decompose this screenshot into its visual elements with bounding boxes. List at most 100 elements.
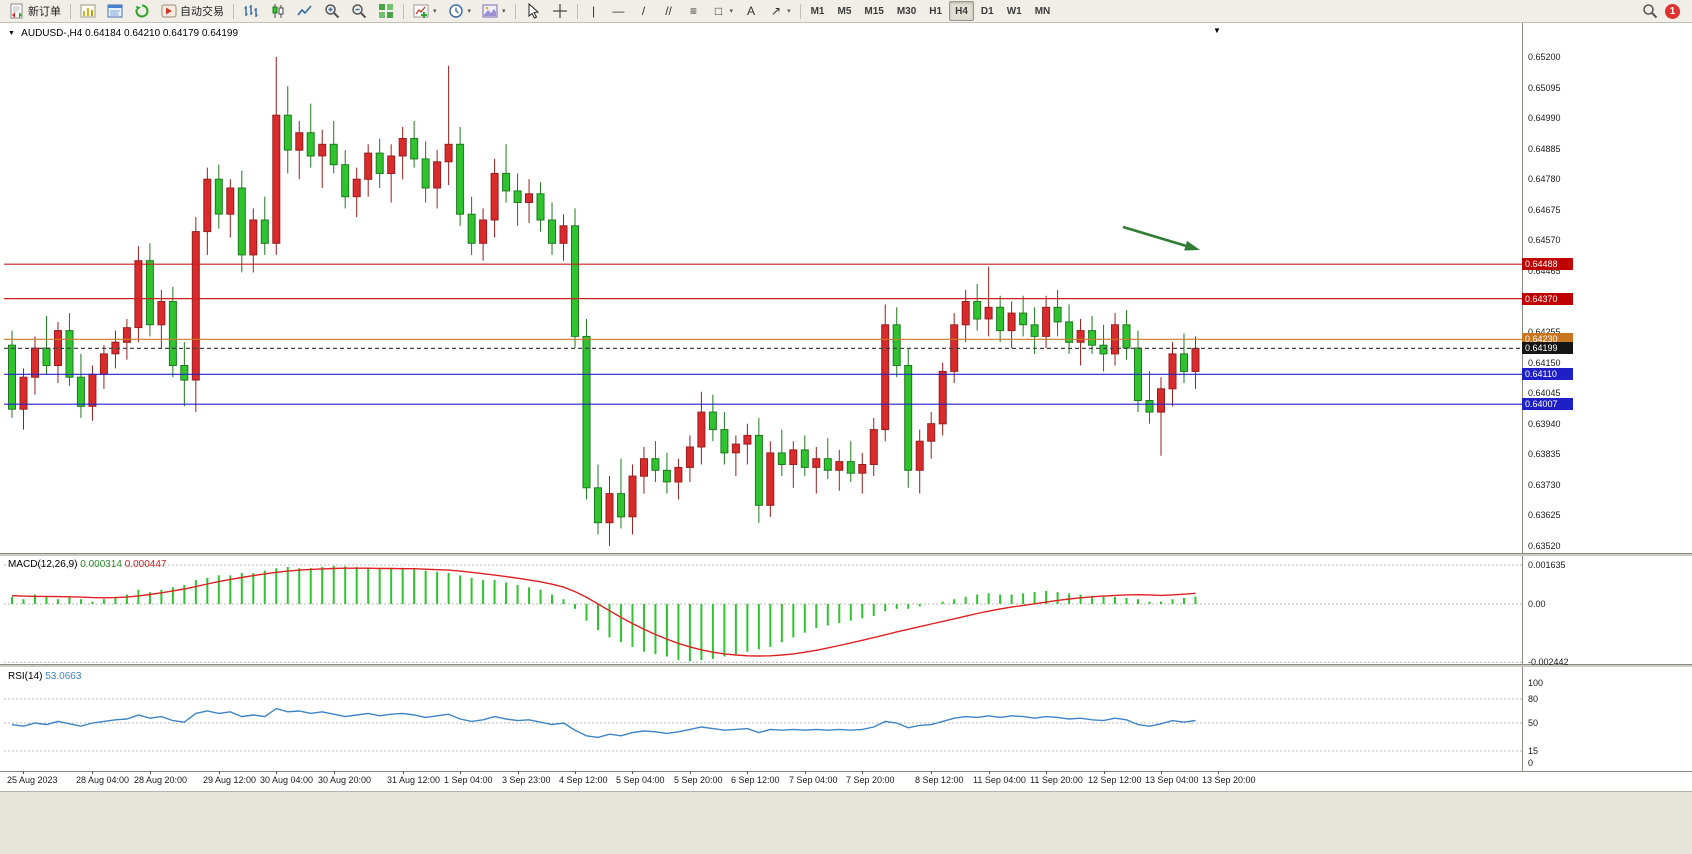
toolbar-separator [403, 3, 404, 19]
autotrading-label: 自动交易 [180, 6, 224, 18]
timeframe-m30-button[interactable]: M30 [896, 5, 917, 17]
toolbar: 新订单 自动交易 [0, 0, 1692, 23]
price-chart-icon [80, 3, 96, 19]
new-order-button[interactable]: 新订单 [4, 1, 66, 22]
time-axis-tick [1104, 771, 1105, 774]
notification-badge[interactable]: 1 [1665, 3, 1680, 19]
price-axis-label: 0.64570 [1528, 235, 1561, 246]
timeframe-w1-button[interactable]: W1 [1006, 5, 1022, 17]
indicators-button[interactable]: ▾ [408, 1, 442, 22]
time-axis[interactable] [0, 771, 1692, 791]
toolbar-separator [233, 3, 234, 19]
trendline-icon: / [641, 4, 646, 18]
time-axis-label: 30 Aug 20:00 [318, 775, 372, 785]
timeframe-h1-button[interactable]: H1 [929, 5, 943, 17]
ohlc-bars-icon [243, 3, 259, 19]
symbol-info-line: ▼ AUDUSD-,H4 0.64184 0.64210 0.64179 0.6… [8, 28, 238, 39]
timeframe-m15-button[interactable]: M15 [864, 5, 884, 17]
time-axis-tick [1161, 771, 1162, 774]
level-lines [4, 263, 1522, 405]
price-axis-label: 0.63835 [1528, 449, 1561, 460]
cursor-tool-button[interactable] [520, 1, 546, 22]
time-axis-label: 30 Aug 04:00 [260, 775, 314, 785]
macd-signal-value: 0.000447 [124, 559, 167, 570]
time-axis-label: 7 Sep 04:00 [789, 775, 838, 785]
macd-axis-label: 0.00 [1528, 599, 1546, 609]
time-axis-label: 5 Sep 20:00 [674, 775, 723, 785]
tile-windows-icon [378, 3, 394, 19]
price-axis-label: 0.64045 [1528, 388, 1561, 399]
price-level-badge: 0.64110 [1522, 368, 1573, 381]
shapes-tool-button[interactable]: □ ▾ [707, 1, 739, 22]
market-watch-button[interactable] [75, 1, 101, 22]
price-axis-label: 0.65095 [1528, 82, 1561, 93]
trendline-tool-button[interactable]: / [632, 1, 656, 22]
time-axis-tick [403, 771, 404, 774]
time-axis-label: 12 Sep 12:00 [1088, 775, 1142, 785]
timeframe-d1-button[interactable]: D1 [980, 5, 994, 17]
templates-button[interactable]: ▾ [477, 1, 511, 22]
price-chart-pane[interactable] [4, 23, 1522, 553]
fibonacci-icon: ≡ [690, 4, 698, 18]
rsi-line [11, 707, 1196, 739]
tile-windows-button[interactable] [373, 1, 399, 22]
horizontal-line-tool-button[interactable]: — [607, 1, 631, 22]
time-axis-label: 29 Aug 12:00 [203, 775, 257, 785]
chart-shift-marker[interactable]: ▼ [1213, 26, 1221, 35]
time-axis-tick [690, 771, 691, 774]
one-click-collapse-icon[interactable]: ▼ [8, 30, 15, 37]
candlestick-icon [270, 3, 286, 19]
time-axis-tick [334, 771, 335, 774]
timeframe-m5-button[interactable]: M5 [837, 5, 852, 17]
refresh-icon [134, 3, 150, 19]
autotrading-button[interactable]: 自动交易 [156, 1, 229, 22]
time-axis-label: 3 Sep 23:00 [502, 775, 551, 785]
price-axis[interactable] [1522, 23, 1692, 771]
time-axis-label: 4 Sep 12:00 [559, 775, 608, 785]
window-bottom-area [0, 791, 1692, 854]
text-tool-icon: A [747, 4, 756, 18]
price-level-badge: 0.64007 [1522, 398, 1573, 411]
zoom-out-button[interactable] [346, 1, 372, 22]
timeframe-mn-button[interactable]: MN [1034, 5, 1051, 17]
macd-pane[interactable] [4, 556, 1522, 663]
timeframe-m1-button[interactable]: M1 [810, 5, 825, 17]
rsi-axis-label: 50 [1528, 718, 1539, 728]
channel-tool-button[interactable]: // [657, 1, 681, 22]
time-axis-tick [92, 771, 93, 774]
rsi-pane-splitter[interactable] [0, 664, 1692, 667]
line-chart-mode-button[interactable] [292, 1, 318, 22]
time-axis-label: 1 Sep 04:00 [444, 775, 493, 785]
macd-axis-label: -0.002442 [1528, 657, 1569, 668]
chevron-down-icon: ▾ [502, 8, 506, 15]
arrows-tool-button[interactable]: ↗ ▾ [764, 1, 796, 22]
macd-pane-splitter[interactable] [0, 553, 1692, 556]
time-axis-tick [862, 771, 863, 774]
search-icon[interactable] [1642, 3, 1658, 19]
time-axis-tick [276, 771, 277, 774]
price-level-badge: 0.64230 [1522, 333, 1573, 346]
fibonacci-tool-button[interactable]: ≡ [682, 1, 706, 22]
zoom-in-button[interactable] [319, 1, 345, 22]
rsi-pane[interactable] [4, 667, 1522, 770]
terminal-button[interactable] [102, 1, 128, 22]
macd-main-value: 0.000314 [80, 559, 122, 570]
rsi-axis-label: 80 [1528, 694, 1539, 704]
candlestick-mode-button[interactable] [265, 1, 291, 22]
zoom-in-icon [324, 3, 340, 19]
periods-button[interactable]: ▾ [443, 1, 477, 22]
line-chart-icon [297, 3, 313, 19]
price-axis-label: 0.63625 [1528, 510, 1561, 521]
macd-histogram [11, 565, 1197, 662]
macd-axis-label: 0.001635 [1528, 560, 1566, 570]
time-axis-label: 5 Sep 04:00 [616, 775, 665, 785]
rsi-title: RSI(14) [8, 671, 43, 682]
bar-chart-mode-button[interactable] [238, 1, 264, 22]
vertical-line-tool-button[interactable]: | [582, 1, 606, 22]
time-axis-label: 31 Aug 12:00 [387, 775, 441, 785]
refresh-button[interactable] [129, 1, 155, 22]
text-tool-button[interactable]: A [739, 1, 763, 22]
crosshair-tool-button[interactable] [547, 1, 573, 22]
timeframe-h4-button[interactable]: H4 [949, 1, 974, 21]
indicators-icon [413, 3, 429, 19]
